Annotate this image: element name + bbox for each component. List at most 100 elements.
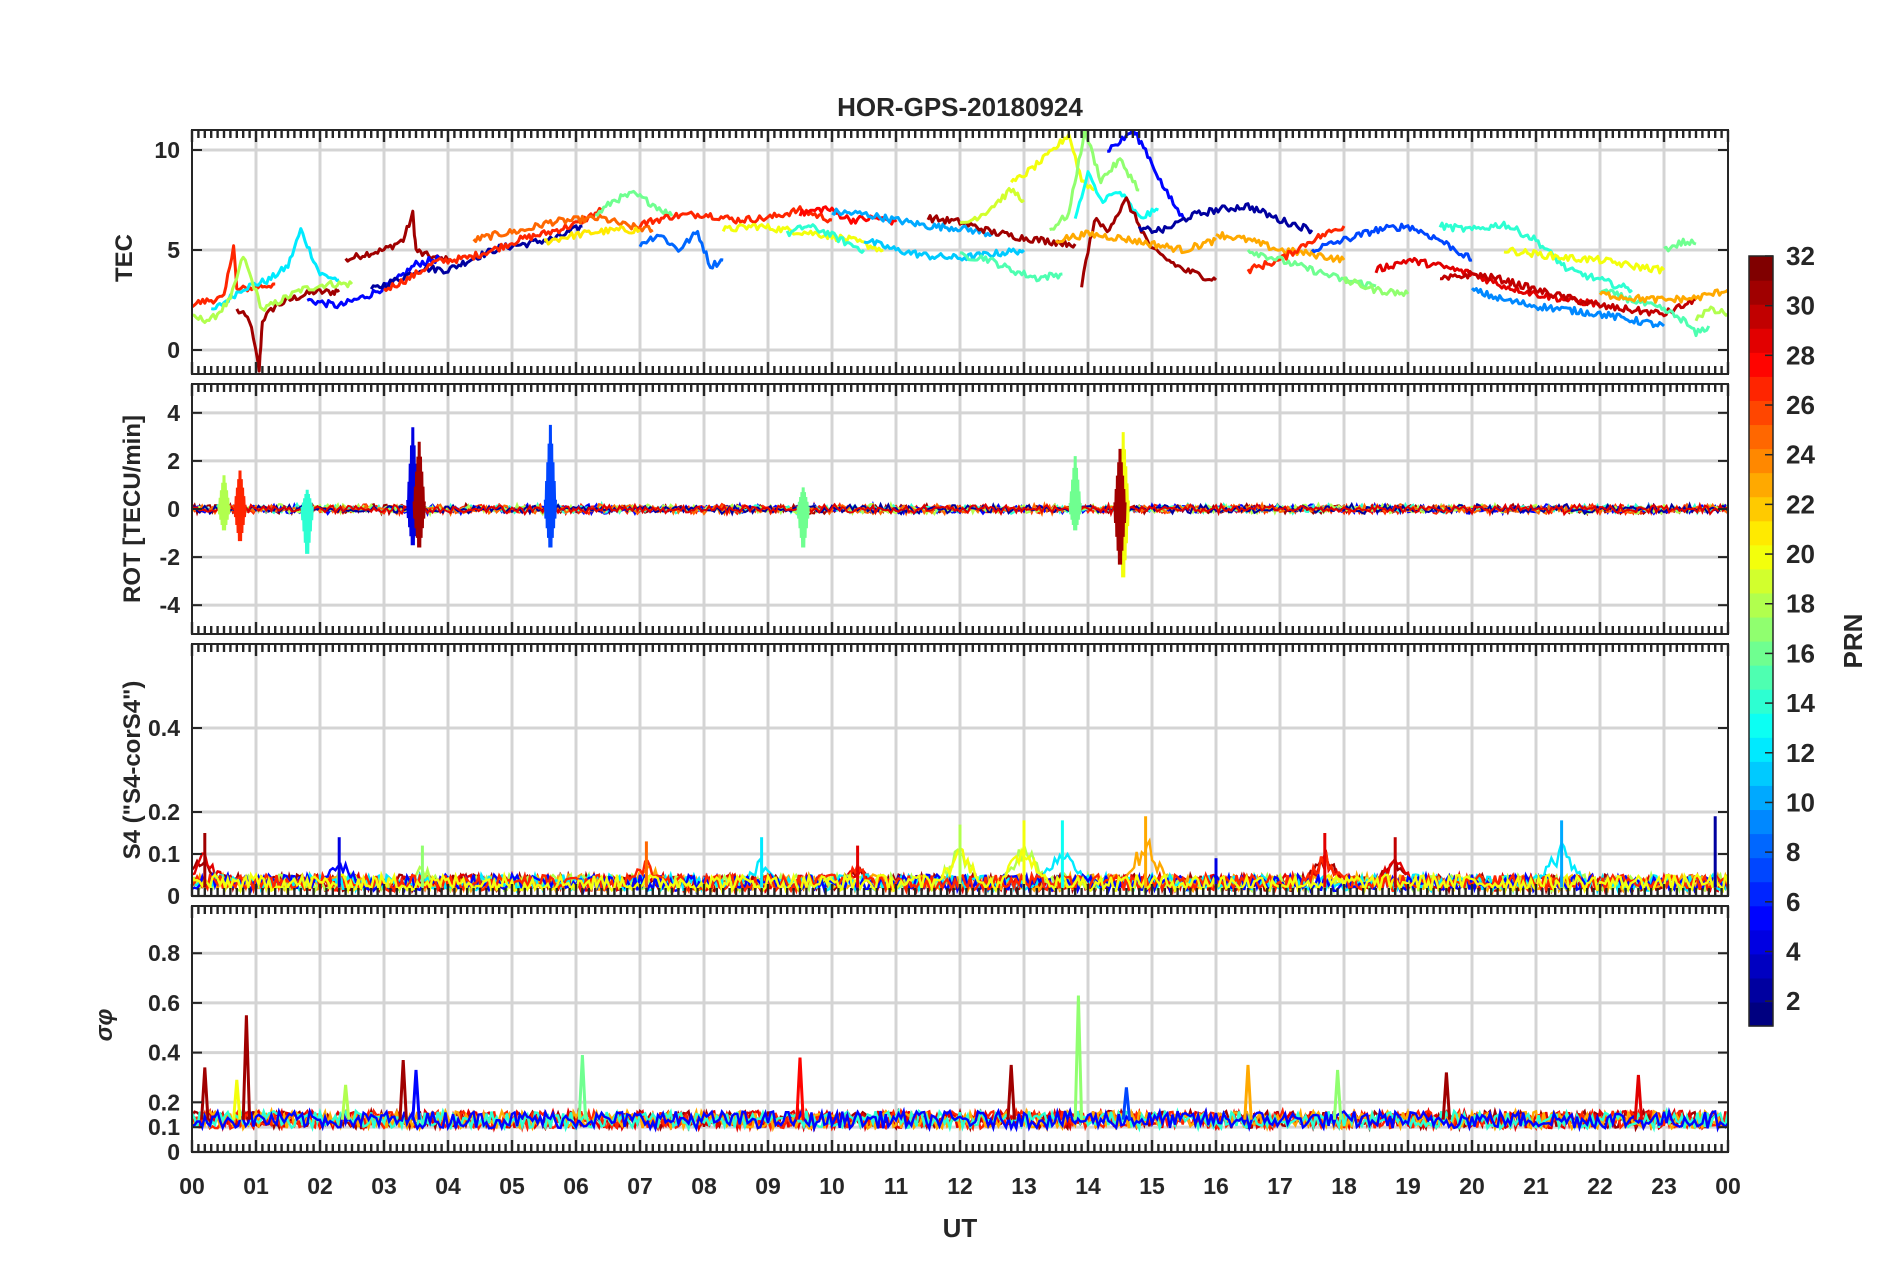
x-tick-label: 04 <box>435 1173 461 1199</box>
colorbar-tick-label: 20 <box>1786 539 1815 569</box>
tec-series-line <box>1049 130 1140 231</box>
x-tick-label: 06 <box>563 1173 589 1199</box>
rot-spike <box>412 441 426 548</box>
colorbar-band <box>1749 472 1773 498</box>
colorbar-band <box>1749 304 1773 329</box>
sigma-spike <box>1441 1072 1452 1120</box>
colorbar-band <box>1749 400 1773 426</box>
y-tick-label: 10 <box>154 137 180 163</box>
colorbar-band <box>1749 689 1773 714</box>
colorbar-band <box>1749 568 1773 594</box>
tec-series-line <box>543 225 641 246</box>
tec-series-line <box>1055 229 1217 255</box>
colorbar-band <box>1749 857 1773 883</box>
colorbar-band <box>1749 761 1773 786</box>
sigma-spike <box>232 1079 242 1120</box>
sigma-spike <box>1073 995 1084 1120</box>
rot-series <box>192 424 1728 578</box>
colorbar-band <box>1749 544 1773 570</box>
x-tick-label: 05 <box>499 1173 525 1199</box>
tec-series-line <box>1310 222 1473 262</box>
y-tick-label: 0.1 <box>148 1114 180 1140</box>
x-tick-label: 12 <box>947 1173 973 1199</box>
x-tick-label: 21 <box>1523 1173 1549 1199</box>
sigma-series-line <box>192 1106 1728 1133</box>
colorbar-band <box>1749 905 1773 931</box>
x-tick-label: 23 <box>1651 1173 1677 1199</box>
sigma-series-line <box>192 1106 1728 1133</box>
sigma-spike <box>340 1084 351 1120</box>
colorbar-band <box>1749 520 1773 546</box>
panel-sigma-phi: 00.10.2 0.4 0.6 0.8 σφ <box>91 905 1730 1165</box>
colorbar-tick-label: 14 <box>1786 688 1815 718</box>
colorbar-tick-label: 22 <box>1786 489 1815 519</box>
colorbar-band <box>1749 977 1773 1003</box>
colorbar-tick-label: 28 <box>1786 340 1815 370</box>
y-tick-label: 2 <box>167 448 180 474</box>
y-tick-label: 0.6 <box>148 990 180 1016</box>
x-tick-label: 01 <box>243 1173 269 1199</box>
x-tick-label: 17 <box>1267 1173 1293 1199</box>
colorbar-band <box>1749 929 1773 955</box>
x-tick-label: 08 <box>691 1173 717 1199</box>
y-tick-label: 4 <box>167 400 180 426</box>
colorbar-band <box>1749 953 1773 979</box>
tec-series <box>192 130 1728 373</box>
y-tick-label: 0.4 <box>148 1040 180 1066</box>
x-tick-label: 09 <box>755 1173 781 1199</box>
tec-series-line <box>192 255 354 324</box>
colorbar-tick-label: 4 <box>1786 936 1801 966</box>
figure-title: HOR-GPS-20180924 <box>837 92 1083 122</box>
y-tick-label: 0.1 <box>148 841 180 867</box>
tec-series-line <box>926 214 1077 249</box>
x-tick-label: 07 <box>627 1173 653 1199</box>
tec-series-line <box>959 251 1063 283</box>
sigma-spike <box>1332 1069 1343 1120</box>
tec-series-line <box>382 206 603 292</box>
colorbar-tick-label: 26 <box>1786 390 1815 420</box>
tec-series-line <box>210 227 340 311</box>
panel-s4: 0 0.1 0.2 0.4 S4 ("S4-corS4") <box>119 643 1730 909</box>
rot-spike <box>1113 448 1127 565</box>
rot-spike <box>300 489 314 554</box>
tec-series-line <box>1599 288 1711 338</box>
colorbar-tick-label: 24 <box>1786 440 1815 470</box>
tec-series-line <box>344 209 450 264</box>
x-tick-label: 15 <box>1139 1173 1165 1199</box>
x-tick-label: 02 <box>307 1173 333 1199</box>
colorbar-tick-label: 8 <box>1786 837 1800 867</box>
colorbar-band <box>1749 448 1773 474</box>
colorbar-band <box>1749 833 1773 859</box>
tec-series-line <box>1342 276 1410 297</box>
tec-series-line <box>1663 237 1697 253</box>
rot-ylabel: ROT [TECU/min] <box>119 415 146 603</box>
sigma-spike <box>1243 1064 1253 1120</box>
y-tick-label: 5 <box>167 237 180 263</box>
x-tick-label: 20 <box>1459 1173 1485 1199</box>
tec-series-line <box>1107 130 1186 221</box>
x-tick-labels: 00 01 02 03 04 05 06 07 08 09 10 11 12 13 14 15 16 17 18 19… <box>179 1173 1741 1199</box>
sigma-ticks: 00.10.2 0.4 0.6 0.8 <box>148 906 1730 1165</box>
sigma-spike <box>1633 1074 1644 1120</box>
colorbar-frame <box>1748 255 1774 1027</box>
sigma-spike <box>1121 1087 1132 1120</box>
panel-rot: -4 -2 0 2 4 ROT [TECU/min] <box>119 383 1730 635</box>
x-tick-label: 00 <box>179 1173 205 1199</box>
colorbar-band <box>1749 616 1773 642</box>
colorbar-band <box>1749 713 1773 738</box>
rot-spike <box>796 487 810 548</box>
colorbar-tick-label: 16 <box>1786 638 1815 668</box>
tec-series-line <box>1010 132 1096 192</box>
colorbar-tick-label: 2 <box>1786 986 1800 1016</box>
colorbar-band <box>1749 785 1773 811</box>
x-tick-label: 11 <box>884 1173 909 1199</box>
x-tick-label: 18 <box>1331 1173 1357 1199</box>
y-tick-label: 0.4 <box>148 715 180 741</box>
x-tick-label: 03 <box>371 1173 397 1199</box>
panel-tec: 0 5 10 TEC <box>111 129 1730 375</box>
colorbar-band <box>1749 665 1773 690</box>
rot-ticks: -4 -2 0 2 4 <box>160 384 1730 634</box>
tec-series-line <box>1215 231 1346 264</box>
